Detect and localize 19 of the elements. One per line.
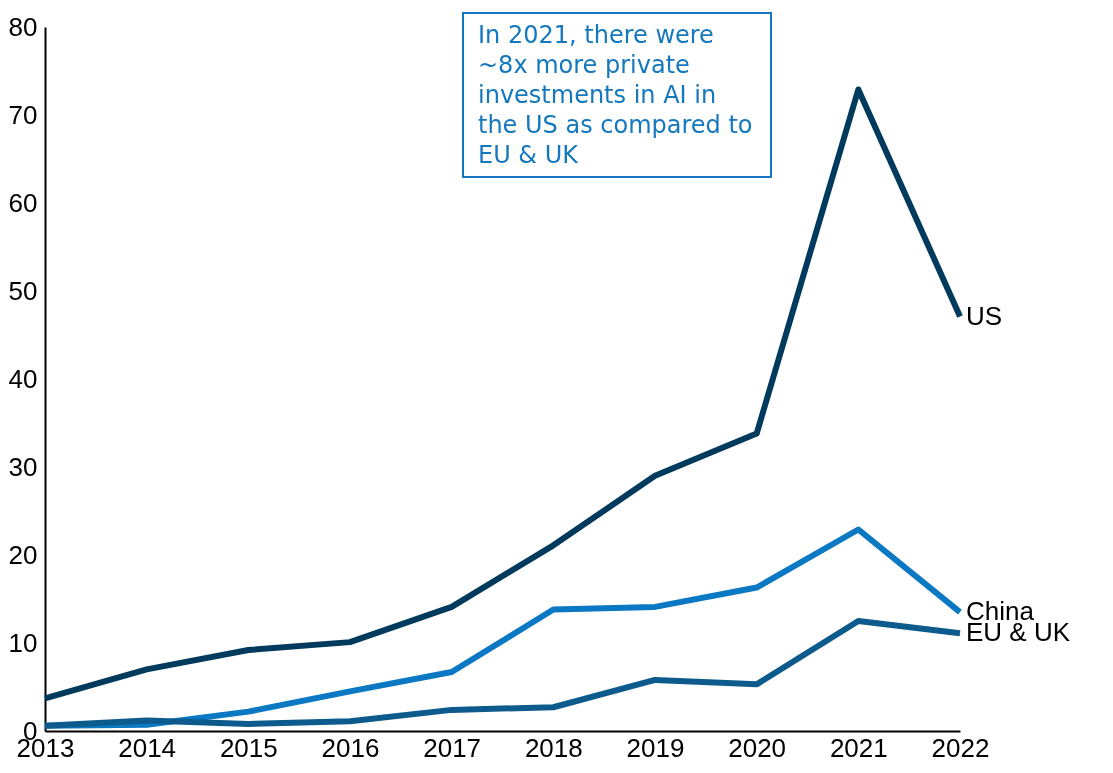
x-tick-label: 2019 [626,732,685,763]
x-tick-label: 2021 [829,732,888,763]
y-tick-label: 60 [8,187,38,218]
x-tick-label: 2016 [321,732,380,763]
y-tick-label: 40 [8,363,38,394]
y-tick-label: 80 [8,11,38,42]
annotation: In 2021, there were ~8x more private investments in AI in the US as compared to EU & UK [462,12,772,178]
y-tick-label: 30 [8,451,38,482]
x-tick-label: 2014 [118,732,177,763]
y-tick-label: 50 [8,275,38,306]
series-label: US [966,300,1003,331]
x-tick-label: 2022 [931,732,990,763]
y-tick-label: 20 [8,539,38,570]
x-tick-label: 2018 [524,732,583,763]
y-tick-label: 70 [8,99,38,130]
y-tick-label: 10 [8,627,38,658]
x-tick-label: 2015 [219,732,278,763]
x-tick-label: 2017 [423,732,482,763]
x-tick-label: 2020 [728,732,787,763]
